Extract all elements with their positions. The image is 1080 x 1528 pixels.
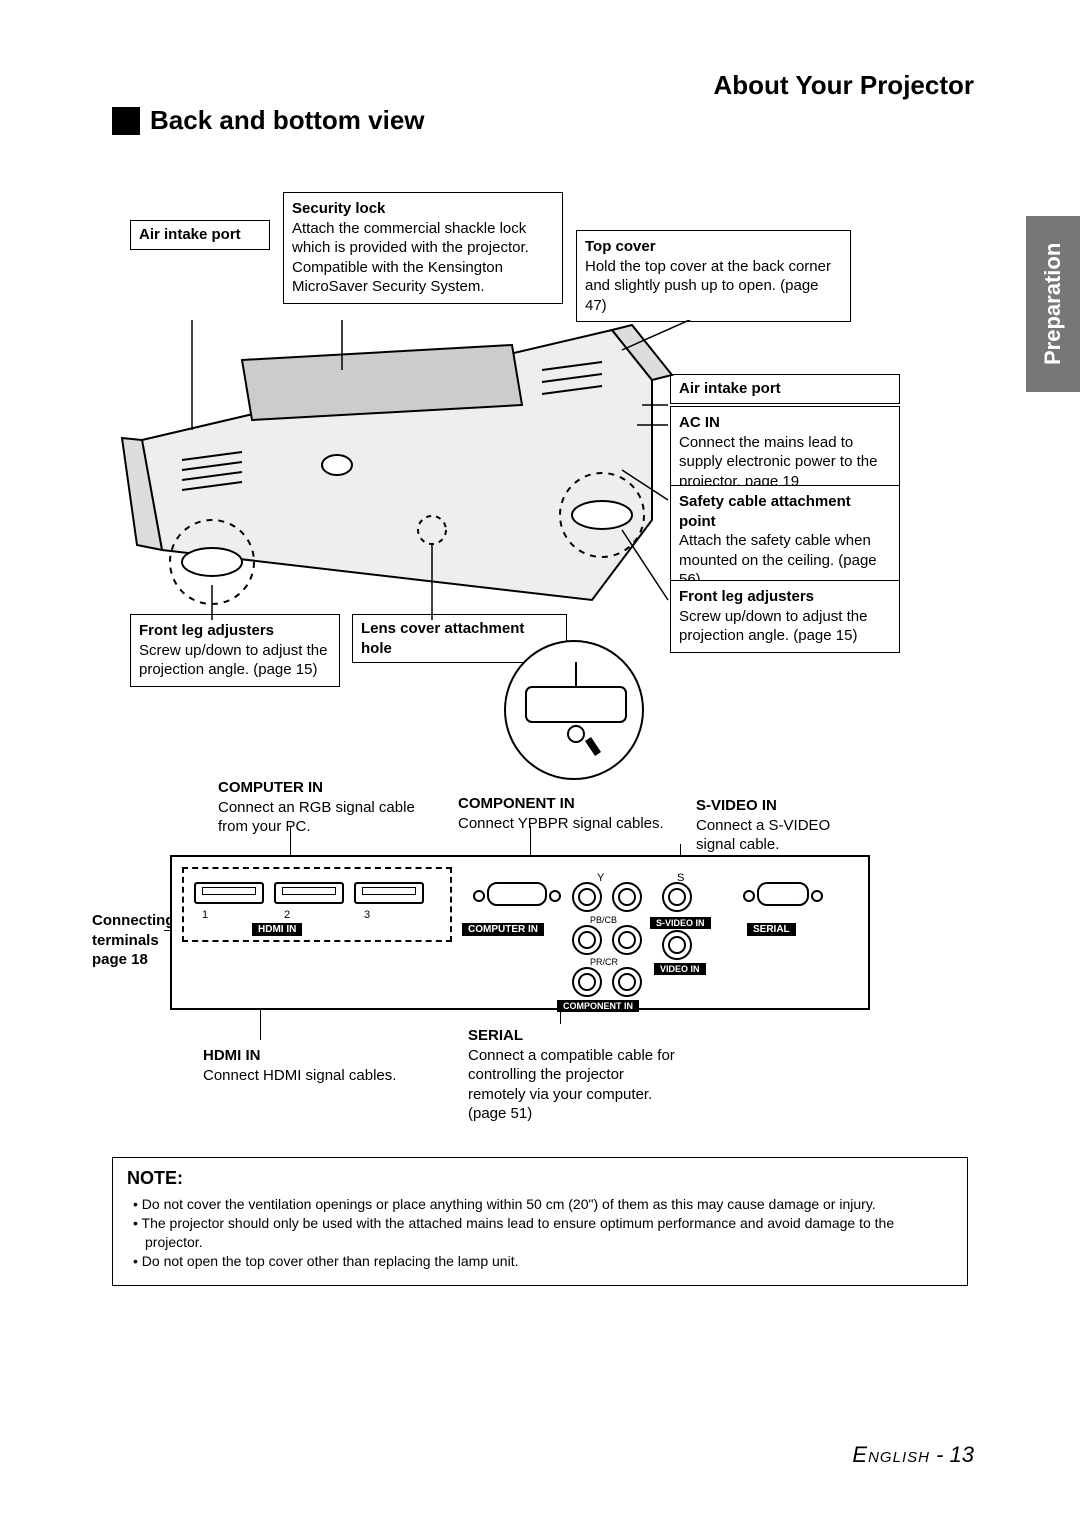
callout-body: Connect HDMI signal cables. — [203, 1066, 407, 1086]
terminal-panel: 1 2 3 HDMI IN COMPUTER IN Y PB/CB PR/CR … — [170, 855, 870, 1010]
component-top-row — [572, 882, 642, 912]
callout-air-intake-left: Air intake port — [130, 220, 270, 250]
callout-component-in: COMPONENT IN Connect YPBPR signal cables… — [450, 788, 675, 839]
term-label-serial: SERIAL — [747, 923, 796, 936]
svideo-port-row — [662, 882, 692, 912]
hdmi-port-icon — [274, 882, 344, 904]
callout-title: Security lock — [292, 199, 554, 219]
rca-port-icon — [572, 967, 602, 997]
video-port-row — [662, 930, 692, 960]
port-num: 1 — [202, 909, 208, 921]
page-footer: English - 13 — [852, 1442, 974, 1468]
callout-title: Air intake port — [139, 225, 261, 245]
term-label-component: COMPONENT IN — [557, 1000, 639, 1012]
component-bot-row — [572, 967, 642, 997]
footer-lang: English — [852, 1442, 930, 1467]
square-bullet-icon — [112, 107, 140, 135]
hdmi-port-icon — [354, 882, 424, 904]
hdmi-port-icon — [194, 882, 264, 904]
note-list: Do not cover the ventilation openings or… — [127, 1195, 953, 1271]
port-num: 3 — [364, 909, 370, 921]
callout-security-lock: Security lock Attach the commercial shac… — [283, 192, 563, 304]
term-label-computer: COMPUTER IN — [462, 923, 544, 936]
port-label-prcr: PR/CR — [590, 957, 618, 967]
lens-cover-detail-icon — [504, 640, 644, 780]
callout-connecting-terminals: Connecting terminals page 18 — [84, 905, 184, 976]
term-label-hdmi: HDMI IN — [252, 923, 302, 936]
rca-port-icon — [662, 930, 692, 960]
term-label-video: VIDEO IN — [654, 963, 706, 975]
callout-title: S-VIDEO IN — [696, 796, 845, 816]
callout-hdmi-in: HDMI IN Connect HDMI signal cables. — [195, 1040, 415, 1091]
svideo-port-icon — [662, 882, 692, 912]
callout-body: Connect an RGB signal cable from your PC… — [218, 798, 417, 837]
callout-title: SERIAL — [468, 1026, 682, 1046]
note-box: NOTE: Do not cover the ventilation openi… — [112, 1157, 968, 1286]
side-tab-preparation: Preparation — [1026, 216, 1080, 392]
rca-port-icon — [612, 882, 642, 912]
callout-svideo-in: S-VIDEO IN Connect a S-VIDEO signal cabl… — [688, 790, 853, 861]
callout-title: Top cover — [585, 237, 842, 257]
callout-body: Hold the top cover at the back corner an… — [585, 257, 842, 316]
rca-port-icon — [572, 925, 602, 955]
rca-port-icon — [612, 925, 642, 955]
callout-computer-in: COMPUTER IN Connect an RGB signal cable … — [210, 772, 425, 843]
rca-port-icon — [612, 967, 642, 997]
callout-top-cover: Top cover Hold the top cover at the back… — [576, 230, 851, 322]
callout-body: page 18 — [92, 950, 176, 970]
callout-title: COMPUTER IN — [218, 778, 417, 798]
leader-line — [560, 1010, 561, 1024]
callout-body: Connect YPBPR signal cables. — [458, 814, 667, 834]
leader-line — [260, 1010, 261, 1040]
note-item: Do not cover the ventilation openings or… — [133, 1195, 953, 1214]
term-label-svideo: S-VIDEO IN — [650, 917, 711, 929]
hdmi-ports-row — [194, 882, 424, 904]
callout-serial: SERIAL Connect a compatible cable for co… — [460, 1020, 690, 1130]
section-title: Back and bottom view — [150, 105, 425, 136]
dsub-port-icon — [757, 882, 809, 906]
port-num: 2 — [284, 909, 290, 921]
leader-line — [290, 826, 291, 856]
component-mid-row — [572, 925, 642, 955]
callout-body: Connect a compatible cable for controlli… — [468, 1046, 682, 1124]
computer-in-port — [487, 882, 547, 906]
page-title: About Your Projector — [714, 70, 975, 101]
footer-sep: - — [930, 1442, 950, 1467]
serial-port — [757, 882, 809, 906]
note-item: The projector should only be used with t… — [133, 1214, 953, 1252]
hdmi-group-dashed — [182, 867, 452, 942]
section-heading-row: Back and bottom view — [112, 105, 425, 136]
dsub-port-icon — [487, 882, 547, 906]
port-label-pbcb: PB/CB — [590, 915, 617, 925]
callout-title: COMPONENT IN — [458, 794, 667, 814]
footer-page: 13 — [950, 1442, 974, 1467]
note-title: NOTE: — [127, 1168, 953, 1189]
callout-title: HDMI IN — [203, 1046, 407, 1066]
note-item: Do not open the top cover other than rep… — [133, 1252, 953, 1271]
rca-port-icon — [572, 882, 602, 912]
callout-body: Attach the commercial shackle lock which… — [292, 219, 554, 297]
callout-body: Connect a S-VIDEO signal cable. — [696, 816, 845, 855]
